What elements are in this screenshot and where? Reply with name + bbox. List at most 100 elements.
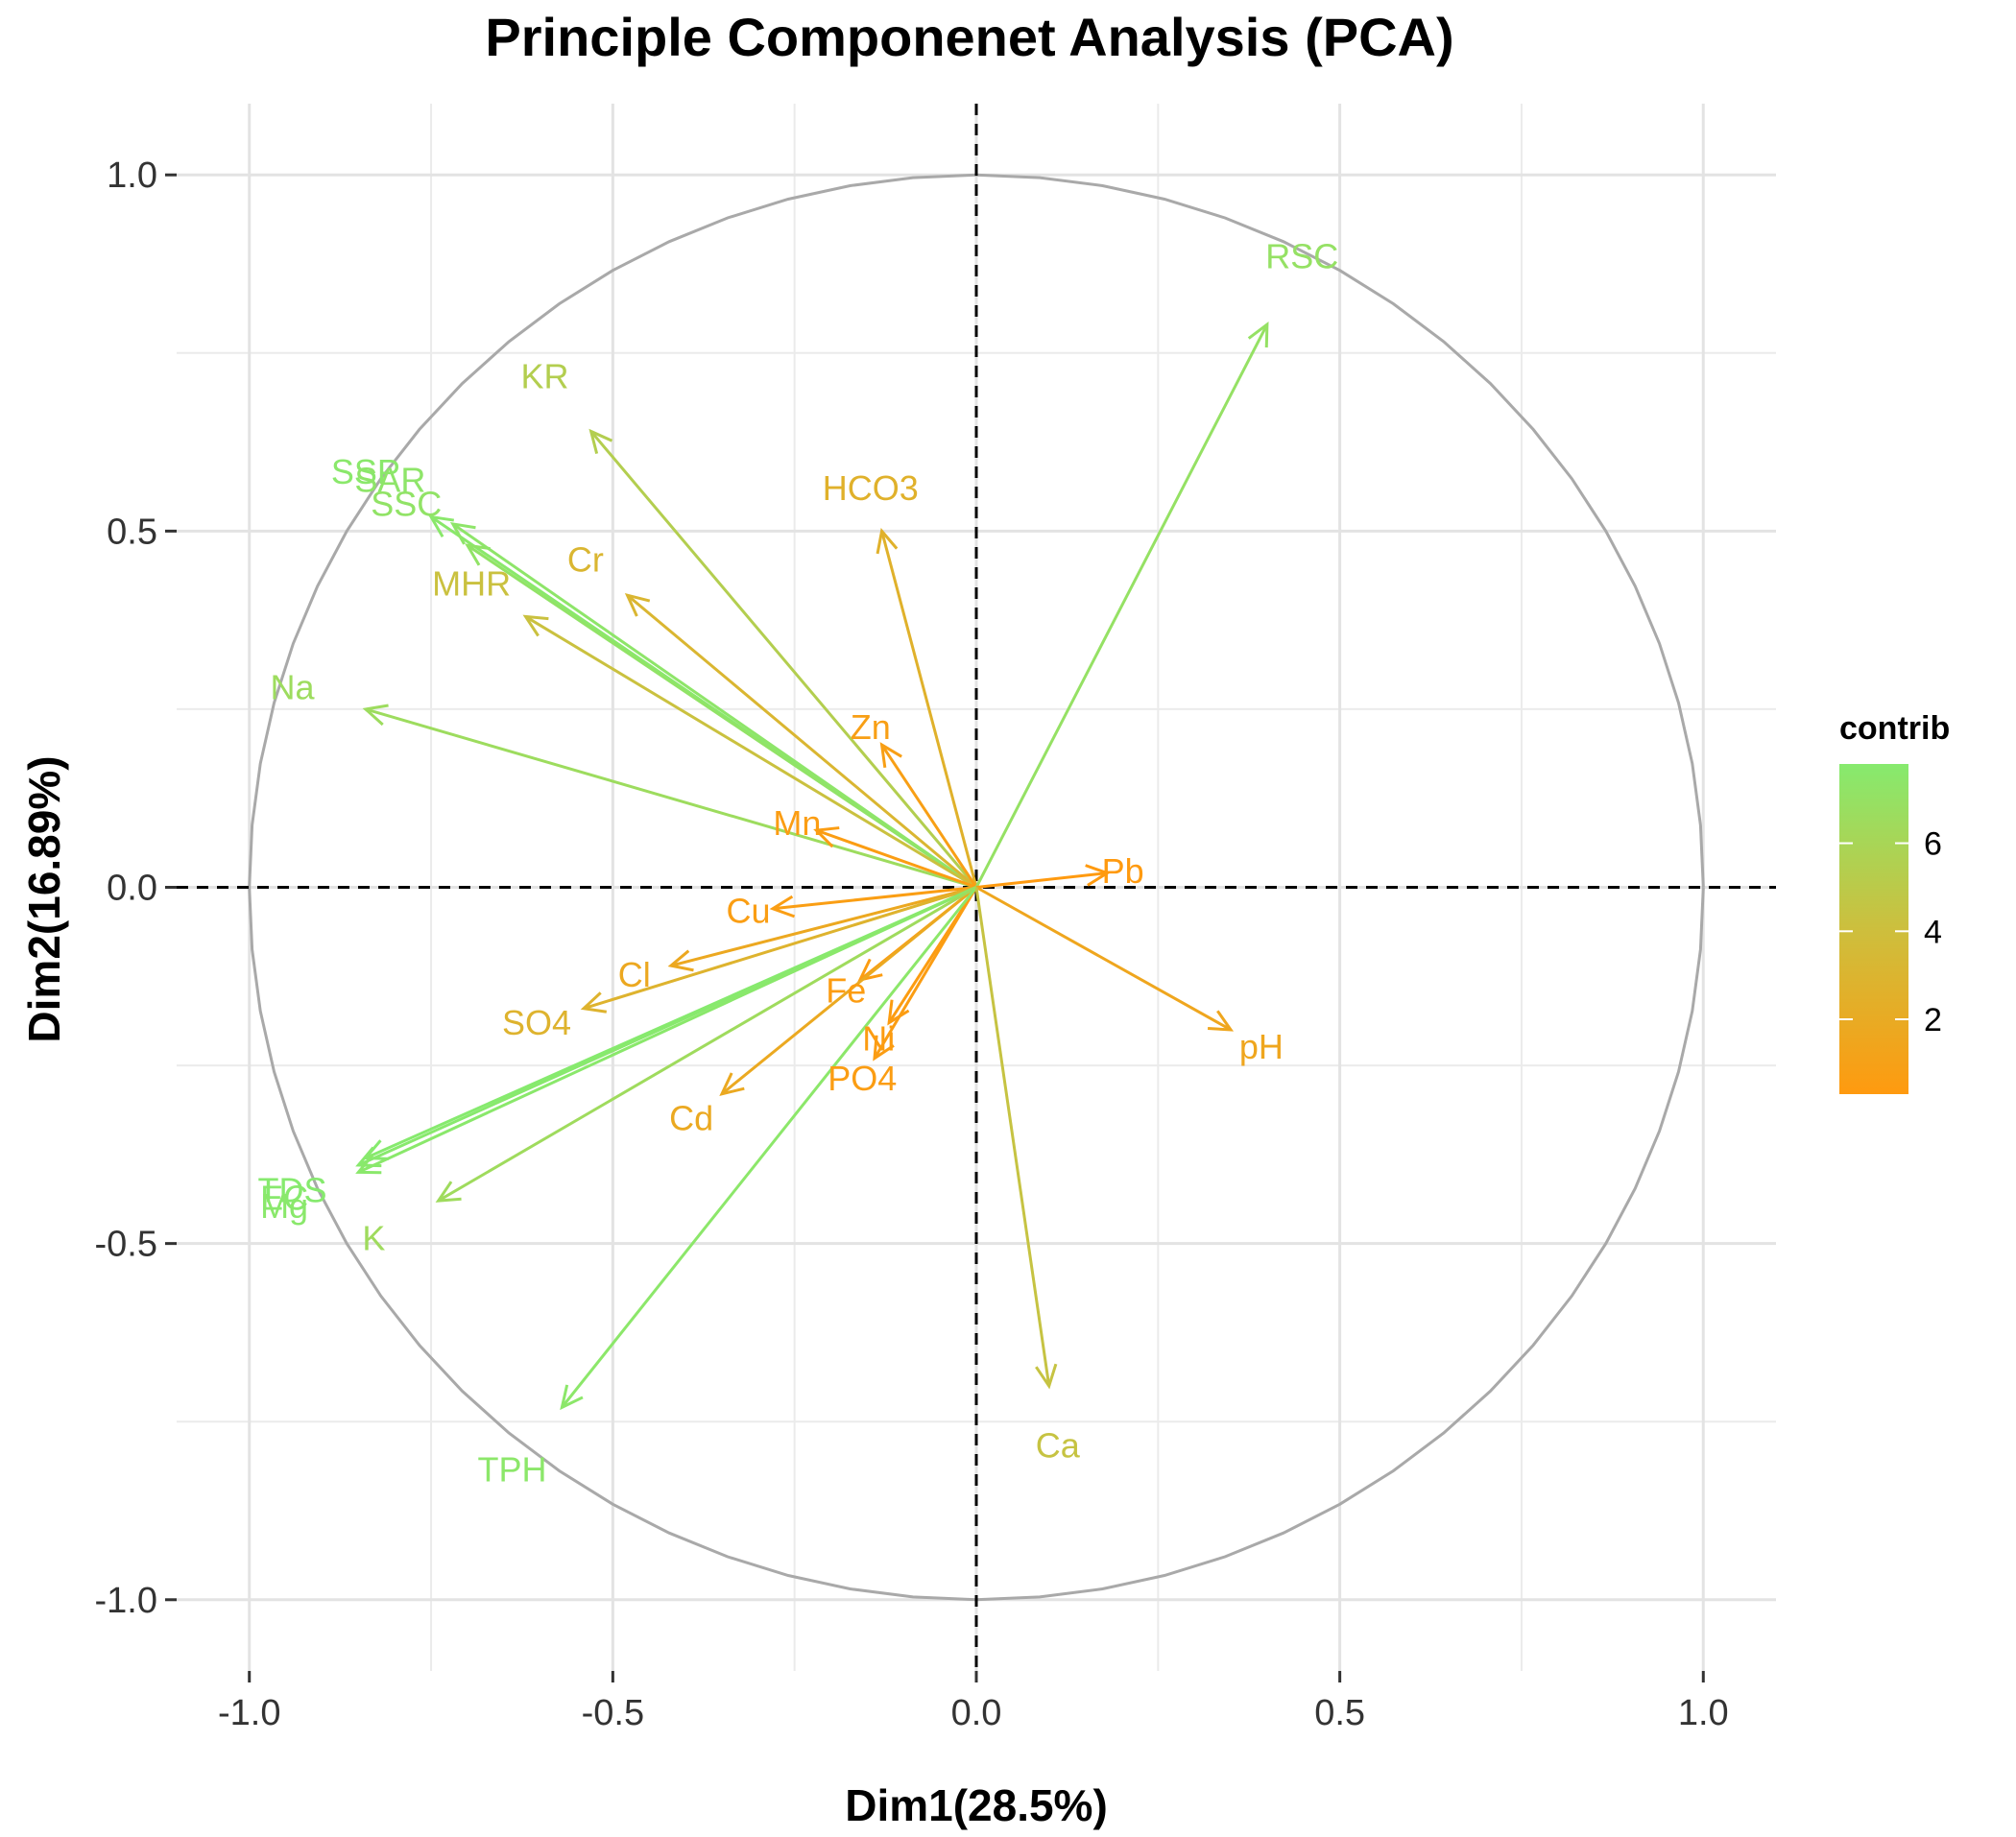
arrow-zn bbox=[879, 742, 978, 889]
arrow-mg bbox=[355, 886, 977, 1175]
arrow-head bbox=[879, 742, 902, 769]
arrow-shaft bbox=[880, 744, 978, 889]
y-axis: -1.0 -0.5 0.0 0.5 1.0 bbox=[95, 155, 177, 1621]
arrow-shaft bbox=[524, 615, 977, 889]
var-label-tds: TDS bbox=[258, 1170, 327, 1209]
unit-circle bbox=[248, 173, 1705, 1602]
arrow-head bbox=[667, 949, 694, 972]
arrow-shaft bbox=[561, 886, 978, 1409]
arrow-shaft bbox=[815, 828, 977, 889]
arrow-ph bbox=[975, 886, 1235, 1032]
arrow-k bbox=[435, 886, 977, 1203]
arrow-head bbox=[769, 895, 796, 918]
arrow-po4 bbox=[873, 886, 978, 1062]
arrow-mhr bbox=[522, 614, 977, 889]
arrow-head bbox=[560, 1384, 584, 1411]
arrow-head bbox=[719, 1072, 745, 1096]
arrow-shaft bbox=[975, 871, 1108, 889]
arrow-head bbox=[580, 991, 608, 1014]
x-tick-label: -0.5 bbox=[582, 1693, 644, 1733]
arrow-head bbox=[449, 521, 476, 545]
var-label-ec: EC bbox=[260, 1179, 308, 1218]
var-label-so4: SO4 bbox=[502, 1003, 571, 1042]
var-label-cd: Cd bbox=[669, 1099, 713, 1138]
arrow-na bbox=[362, 704, 977, 889]
legend-colorbar bbox=[1839, 764, 1908, 1094]
var-label-tph: TPH bbox=[478, 1449, 547, 1489]
arrow-head bbox=[355, 1153, 382, 1175]
arrow-head bbox=[1085, 864, 1111, 887]
var-label-ssc: SSC bbox=[371, 484, 442, 523]
arrow-shaft bbox=[626, 594, 977, 889]
var-label-na: Na bbox=[271, 668, 316, 707]
var-label-cl: Cl bbox=[618, 955, 651, 994]
arrow-head bbox=[624, 592, 651, 617]
y-axis-title: Dim2(16.89%) bbox=[19, 755, 69, 1042]
y-tick-label: -0.5 bbox=[95, 1225, 157, 1265]
var-label-kr: KR bbox=[520, 356, 568, 395]
arrow-shaft bbox=[670, 886, 977, 967]
arrow-head bbox=[428, 514, 455, 538]
y-tick-label: 1.0 bbox=[107, 155, 157, 196]
arrow-pb bbox=[975, 864, 1111, 889]
x-tick-label: 1.0 bbox=[1678, 1693, 1729, 1733]
x-tick-label: 0.0 bbox=[951, 1693, 1002, 1733]
legend-title: contrib bbox=[1839, 710, 1950, 747]
arrow-head bbox=[465, 543, 491, 566]
y-tick-label: 0.5 bbox=[107, 512, 157, 552]
arrow-head bbox=[435, 1181, 462, 1203]
x-axis: -1.0 -0.5 0.0 0.5 1.0 bbox=[218, 1671, 1729, 1733]
arrow-shaft bbox=[437, 886, 977, 1203]
legend-tick-label: 2 bbox=[1924, 1002, 1942, 1038]
arrow-head bbox=[1207, 1010, 1235, 1032]
var-label-mn: Mn bbox=[773, 803, 821, 843]
arrow-ca bbox=[974, 887, 1058, 1390]
arrow-head bbox=[873, 1035, 895, 1062]
arrow-shaft bbox=[873, 886, 978, 1060]
variable-arrows bbox=[355, 322, 1269, 1411]
arrow-shaft bbox=[772, 886, 977, 911]
arrow-cd bbox=[719, 886, 977, 1096]
arrow-head bbox=[1035, 1363, 1058, 1390]
legend-ticks: 2 4 6 bbox=[1839, 826, 1942, 1038]
legend-tick-label: 6 bbox=[1924, 826, 1942, 863]
var-label-rsc: RSC bbox=[1265, 237, 1338, 276]
var-label-pb: Pb bbox=[1102, 851, 1144, 891]
var-label-sar: SAR bbox=[354, 461, 425, 500]
x-axis-title: Dim1(28.5%) bbox=[845, 1780, 1108, 1830]
y-tick-label: -1.0 bbox=[95, 1581, 157, 1621]
arrow-rsc bbox=[974, 322, 1269, 889]
arrow-mn bbox=[813, 826, 977, 889]
var-label-ph: pH bbox=[1239, 1027, 1284, 1066]
var-label-mg: Mg bbox=[260, 1186, 308, 1226]
arrow-cu bbox=[769, 886, 977, 918]
arrow-head bbox=[522, 614, 549, 637]
contrib-legend: contrib 2 4 6 bbox=[1839, 710, 1950, 1094]
legend-tick-label: 4 bbox=[1924, 914, 1942, 950]
y-tick-label: 0.0 bbox=[107, 869, 157, 909]
var-label-ssp: SSP bbox=[331, 452, 400, 491]
var-label-cu: Cu bbox=[727, 891, 771, 930]
arrow-head bbox=[1247, 322, 1269, 348]
arrow-cl bbox=[667, 886, 977, 972]
arrow-shaft bbox=[589, 430, 978, 889]
arrow-shaft bbox=[974, 323, 1269, 889]
x-tick-label: -1.0 bbox=[218, 1693, 280, 1733]
arrow-ssc bbox=[465, 543, 977, 889]
arrow-tph bbox=[560, 886, 978, 1411]
chart-title: Principle Componenet Analysis (PCA) bbox=[485, 7, 1453, 67]
arrow-shaft bbox=[357, 886, 977, 1174]
arrow-so4 bbox=[580, 886, 977, 1014]
arrow-shaft bbox=[451, 522, 977, 889]
var-label-hco3: HCO3 bbox=[823, 468, 919, 508]
arrow-shaft bbox=[583, 886, 977, 1011]
arrow-shaft bbox=[974, 887, 1051, 1387]
var-label-cr: Cr bbox=[567, 540, 604, 580]
arrow-shaft bbox=[467, 543, 977, 889]
arrow-head bbox=[813, 826, 840, 848]
arrow-shaft bbox=[880, 530, 978, 888]
arrow-head bbox=[876, 528, 899, 555]
